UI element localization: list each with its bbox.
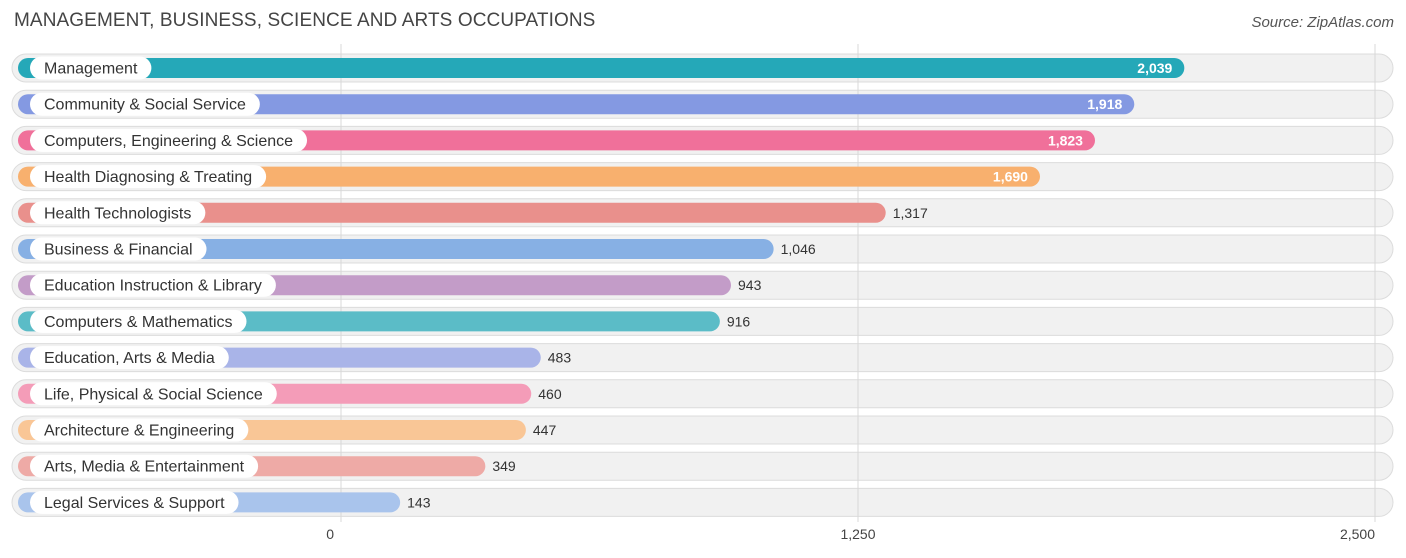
bar-group: Legal Services & Support 143 [18, 490, 431, 514]
category-label-pill [30, 382, 277, 406]
category-label: Health Diagnosing & Treating [44, 169, 252, 186]
category-label-pill [30, 128, 308, 152]
bar-group: Computers & Mathematics 916 [18, 309, 751, 333]
value-label: 916 [727, 313, 751, 329]
category-label: Arts, Media & Entertainment [44, 459, 245, 476]
category-label: Community & Social Service [44, 97, 246, 114]
bar-group: Arts, Media & Entertainment 349 [18, 454, 516, 478]
x-tick-label: 0 [326, 526, 334, 542]
bar-group: Education Instruction & Library 943 [18, 273, 762, 297]
category-label: Education Instruction & Library [44, 278, 262, 295]
value-label: 1,690 [993, 169, 1028, 185]
value-label: 943 [738, 277, 762, 293]
x-tick-label: 2,500 [1340, 526, 1375, 542]
category-label: Architecture & Engineering [44, 423, 234, 440]
category-label: Business & Financial [44, 242, 193, 259]
category-label: Legal Services & Support [44, 495, 225, 512]
value-label: 143 [407, 494, 431, 510]
bar [18, 239, 774, 259]
bar [18, 166, 1040, 187]
category-label-pill [30, 273, 276, 297]
bar-group: Management 2,039 [18, 56, 1185, 80]
x-tick-label: 1,250 [840, 526, 875, 542]
bar [18, 94, 1135, 115]
category-label-pill [30, 165, 267, 189]
category-label-pill [30, 346, 229, 370]
chart-title: MANAGEMENT, BUSINESS, SCIENCE AND ARTS O… [14, 10, 596, 31]
category-label-pill [30, 92, 260, 116]
value-label: 483 [548, 350, 572, 366]
category-label: Health Technologists [44, 205, 191, 222]
value-label: 1,918 [1087, 96, 1122, 112]
category-label-pill [30, 56, 152, 80]
category-label-pill [30, 418, 249, 442]
category-label-pill [30, 490, 239, 514]
category-label: Education, Arts & Media [44, 350, 215, 367]
bar-group: Health Diagnosing & Treating 1,690 [18, 165, 1040, 189]
bar-group: Community & Social Service 1,918 [18, 92, 1135, 116]
bar-group: Architecture & Engineering 447 [18, 418, 557, 442]
category-label: Computers, Engineering & Science [44, 133, 293, 150]
category-label-pill [30, 237, 207, 261]
value-label: 447 [533, 422, 557, 438]
bar-group: Health Technologists 1,317 [18, 201, 928, 225]
bar-group: Life, Physical & Social Science 460 [18, 382, 562, 406]
value-label: 1,823 [1048, 132, 1083, 148]
category-label-pill [30, 454, 259, 478]
category-label-pill [30, 309, 247, 333]
value-label: 1,317 [893, 205, 928, 221]
bar [18, 202, 886, 223]
bar-group: Computers, Engineering & Science 1,823 [18, 128, 1095, 152]
value-label: 2,039 [1137, 60, 1172, 76]
bar [18, 58, 1185, 78]
category-label-pill [30, 201, 206, 225]
source-note: Source: ZipAtlas.com [1251, 14, 1394, 31]
bar-group: Business & Financial 1,046 [18, 237, 816, 261]
x-axis-ticks: 0 1,250 2,500 [326, 526, 1375, 542]
value-label: 460 [538, 386, 562, 402]
category-label: Management [44, 61, 138, 78]
category-label: Life, Physical & Social Science [44, 386, 263, 403]
category-label: Computers & Mathematics [44, 314, 233, 331]
value-label: 349 [492, 458, 516, 474]
bar-group: Education, Arts & Media 483 [18, 346, 572, 370]
value-label: 1,046 [781, 241, 816, 257]
